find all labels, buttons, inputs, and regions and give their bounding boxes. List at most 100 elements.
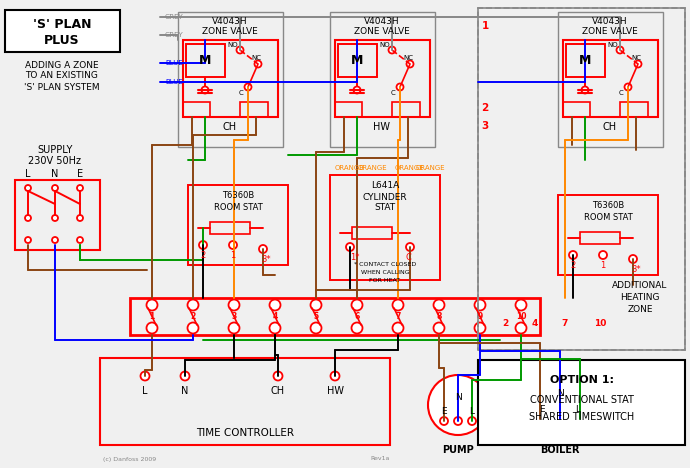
Text: SHARED TIMESWITCH: SHARED TIMESWITCH	[529, 412, 634, 422]
Text: CONVENTIONAL STAT: CONVENTIONAL STAT	[529, 395, 633, 405]
Bar	[580, 232, 620, 244]
Text: GREY: GREY	[165, 32, 184, 38]
Text: 7: 7	[562, 319, 568, 328]
Text: 1: 1	[482, 21, 489, 31]
Text: L: L	[469, 407, 475, 416]
Circle shape	[393, 300, 404, 310]
Circle shape	[255, 60, 262, 67]
Text: TO AN EXISTING: TO AN EXISTING	[26, 72, 99, 80]
Text: E: E	[441, 407, 447, 416]
Circle shape	[52, 185, 58, 191]
Bar	[5, 10, 120, 52]
Circle shape	[599, 251, 607, 259]
Text: 10: 10	[515, 312, 526, 321]
Circle shape	[629, 255, 637, 263]
Circle shape	[310, 300, 322, 310]
Circle shape	[536, 415, 544, 423]
Text: 6: 6	[355, 312, 359, 321]
Bar	[335, 40, 430, 117]
Text: M: M	[579, 53, 591, 66]
Text: 'S' PLAN SYSTEM: 'S' PLAN SYSTEM	[24, 82, 100, 92]
Text: 2: 2	[200, 250, 206, 259]
Circle shape	[273, 372, 282, 380]
Circle shape	[515, 300, 526, 310]
Circle shape	[388, 46, 395, 53]
Text: 1: 1	[230, 250, 235, 259]
Text: SUPPLY: SUPPLY	[37, 145, 72, 155]
Circle shape	[351, 300, 362, 310]
Text: V4043H: V4043H	[364, 17, 400, 27]
Circle shape	[616, 46, 624, 53]
Circle shape	[440, 417, 448, 425]
Text: 10: 10	[594, 319, 607, 328]
Text: M: M	[199, 53, 211, 66]
Text: 1*: 1*	[351, 253, 359, 262]
Text: HW: HW	[326, 386, 344, 396]
Text: BLUE: BLUE	[165, 60, 183, 66]
Bar	[478, 8, 685, 350]
Circle shape	[582, 87, 589, 94]
Text: * CONTACT CLOSED: * CONTACT CLOSED	[354, 263, 416, 268]
Bar	[240, 102, 268, 117]
Bar	[330, 12, 435, 147]
Circle shape	[25, 237, 31, 243]
Circle shape	[569, 251, 577, 259]
Text: CYLINDER: CYLINDER	[363, 192, 407, 202]
Text: 9: 9	[477, 312, 482, 321]
Text: Rev1a: Rev1a	[371, 456, 390, 461]
Circle shape	[188, 300, 199, 310]
Circle shape	[146, 322, 157, 334]
Bar	[478, 360, 685, 445]
Circle shape	[141, 372, 150, 380]
Bar	[620, 102, 648, 117]
Bar	[330, 175, 440, 280]
Text: 2: 2	[482, 103, 489, 113]
Text: PLUS: PLUS	[44, 34, 80, 46]
Text: 3: 3	[482, 121, 489, 131]
Bar	[352, 227, 392, 239]
Text: N: N	[557, 388, 563, 397]
Bar	[338, 44, 377, 77]
Circle shape	[454, 417, 462, 425]
Circle shape	[25, 185, 31, 191]
Circle shape	[475, 300, 486, 310]
Text: 8: 8	[436, 312, 442, 321]
Bar	[558, 12, 663, 147]
Text: C: C	[405, 253, 411, 262]
Circle shape	[468, 417, 476, 425]
Text: ZONE VALVE: ZONE VALVE	[582, 28, 638, 37]
Text: E: E	[77, 169, 83, 179]
Circle shape	[270, 300, 281, 310]
Text: 230V 50Hz: 230V 50Hz	[28, 156, 81, 166]
Text: CH: CH	[603, 122, 617, 132]
Text: V4043H: V4043H	[213, 17, 248, 27]
Text: N: N	[181, 386, 188, 396]
Text: CH: CH	[271, 386, 285, 396]
Circle shape	[77, 237, 83, 243]
Text: STAT: STAT	[375, 204, 395, 212]
Text: OPTION 1:: OPTION 1:	[549, 375, 613, 385]
Text: L641A: L641A	[371, 182, 399, 190]
Bar	[563, 40, 658, 117]
Text: WHEN CALLING: WHEN CALLING	[361, 271, 409, 276]
Circle shape	[201, 87, 208, 94]
Circle shape	[25, 215, 31, 221]
Circle shape	[576, 415, 584, 423]
Text: NO: NO	[228, 42, 238, 48]
Bar	[178, 12, 283, 147]
Text: 'S' PLAN: 'S' PLAN	[32, 17, 91, 30]
Text: BLUE: BLUE	[165, 79, 183, 85]
Bar	[525, 377, 595, 433]
Circle shape	[310, 322, 322, 334]
Text: NC: NC	[403, 55, 413, 61]
Text: 4: 4	[532, 319, 538, 328]
Circle shape	[397, 83, 404, 90]
Text: 1: 1	[600, 261, 606, 270]
Text: N: N	[51, 169, 59, 179]
Text: BOILER: BOILER	[540, 445, 580, 455]
Text: N: N	[455, 393, 462, 402]
Text: 2: 2	[190, 312, 196, 321]
Text: E: E	[539, 404, 545, 414]
Bar	[478, 8, 685, 350]
Circle shape	[52, 237, 58, 243]
